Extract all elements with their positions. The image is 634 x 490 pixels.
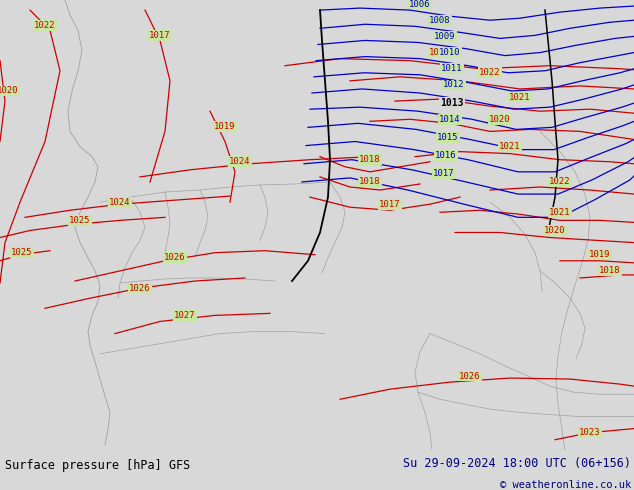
Text: 1026: 1026 (459, 371, 481, 381)
Text: Surface pressure [hPa] GFS: Surface pressure [hPa] GFS (5, 459, 190, 471)
Text: 1026: 1026 (164, 253, 186, 262)
Text: 1013: 1013 (440, 98, 463, 108)
Text: 1017: 1017 (433, 170, 455, 178)
Text: 1018: 1018 (359, 155, 381, 164)
Text: 1017: 1017 (149, 31, 171, 40)
Text: 1019: 1019 (214, 122, 236, 131)
Text: 1022: 1022 (34, 21, 56, 30)
Text: 1017: 1017 (379, 200, 401, 209)
Text: 1006: 1006 (410, 0, 430, 8)
Text: 1008: 1008 (429, 16, 451, 24)
Text: 1012: 1012 (443, 80, 465, 89)
Polygon shape (0, 0, 100, 450)
Text: 1019: 1019 (589, 250, 611, 259)
Text: 1010: 1010 (439, 48, 461, 57)
Text: © weatheronline.co.uk: © weatheronline.co.uk (500, 480, 631, 490)
Text: 1023: 1023 (429, 48, 451, 57)
Text: 1018: 1018 (359, 177, 381, 187)
Text: 1024: 1024 (109, 197, 131, 207)
Text: 1020: 1020 (0, 86, 19, 96)
Text: 1022: 1022 (479, 68, 501, 77)
Text: 1022: 1022 (549, 177, 571, 187)
Text: 1027: 1027 (174, 311, 196, 320)
Text: 1009: 1009 (434, 32, 456, 41)
Text: 1025: 1025 (11, 248, 33, 257)
Text: 1011: 1011 (441, 64, 463, 73)
Text: 1015: 1015 (437, 133, 459, 142)
Text: 1018: 1018 (599, 267, 621, 275)
Text: 1014: 1014 (439, 115, 461, 124)
Text: 1013: 1013 (441, 98, 463, 108)
Text: Su 29-09-2024 18:00 UTC (06+156): Su 29-09-2024 18:00 UTC (06+156) (403, 457, 631, 470)
Text: 1025: 1025 (69, 216, 91, 225)
Text: 1023: 1023 (579, 428, 601, 437)
Polygon shape (320, 0, 420, 8)
Polygon shape (155, 0, 255, 151)
Text: 1020: 1020 (489, 115, 511, 124)
Text: 1020: 1020 (544, 226, 566, 235)
Text: 1024: 1024 (230, 157, 251, 166)
Text: 1016: 1016 (436, 151, 456, 160)
Polygon shape (200, 218, 280, 261)
Text: 1021: 1021 (499, 142, 521, 151)
Text: 1021: 1021 (509, 93, 531, 101)
Text: 1026: 1026 (129, 284, 151, 293)
Text: 1021: 1021 (549, 208, 571, 217)
